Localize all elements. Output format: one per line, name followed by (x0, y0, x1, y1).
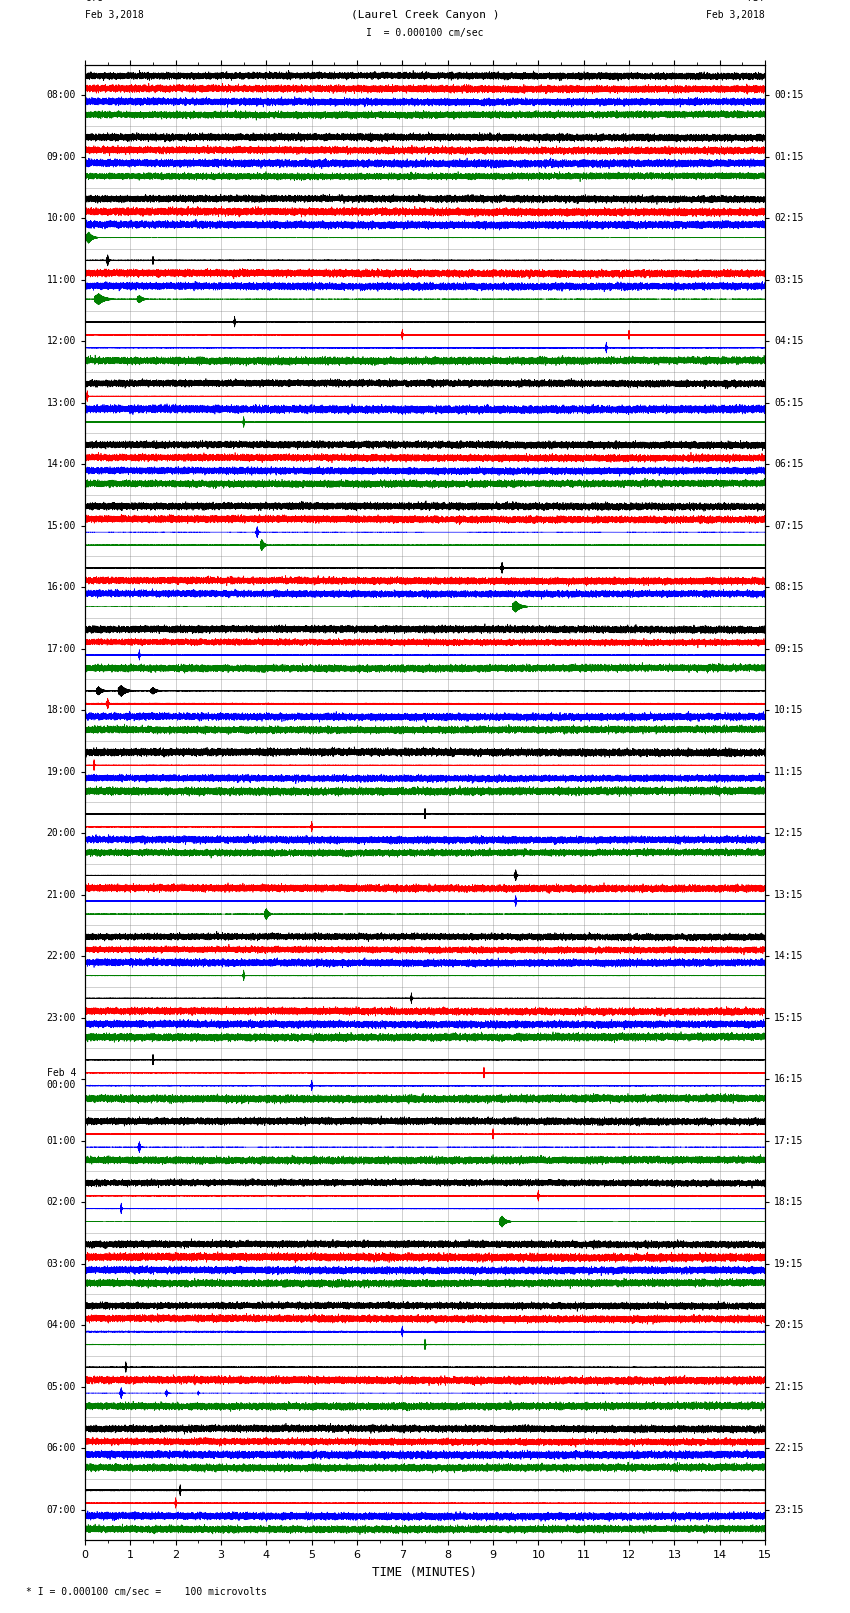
Text: (Laurel Creek Canyon ): (Laurel Creek Canyon ) (351, 10, 499, 21)
Text: Feb 3,2018: Feb 3,2018 (706, 10, 765, 21)
Text: Feb 3,2018: Feb 3,2018 (85, 10, 144, 21)
Text: I  = 0.000100 cm/sec: I = 0.000100 cm/sec (366, 27, 484, 39)
Text: MLC EHZ NC: MLC EHZ NC (388, 0, 462, 3)
Text: UTC: UTC (85, 0, 103, 3)
X-axis label: TIME (MINUTES): TIME (MINUTES) (372, 1566, 478, 1579)
Text: PST: PST (747, 0, 765, 3)
Text: * I = 0.000100 cm/sec =    100 microvolts: * I = 0.000100 cm/sec = 100 microvolts (26, 1587, 266, 1597)
